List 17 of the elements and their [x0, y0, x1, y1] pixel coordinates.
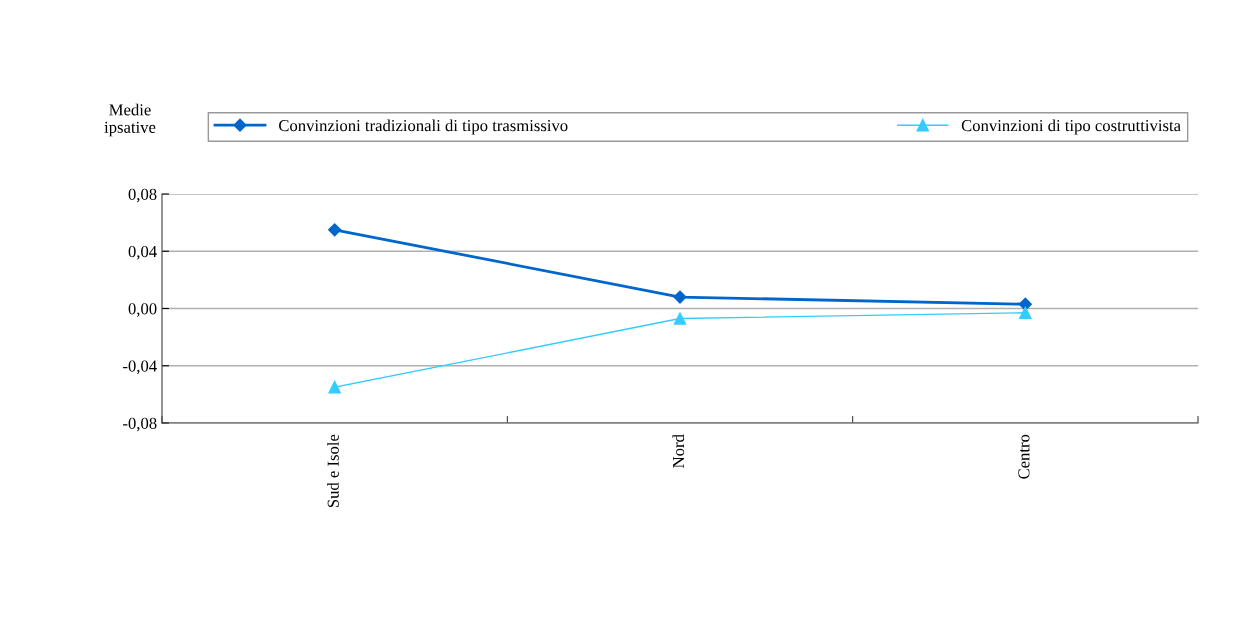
y-tick-label: 0,00	[128, 303, 157, 317]
point	[673, 290, 687, 304]
legend-label: Convinzioni tradizionali di tipo trasmissivo	[279, 119, 568, 135]
point	[673, 312, 687, 325]
y-tick-label: 0,04	[128, 245, 157, 260]
point	[328, 380, 341, 394]
point	[328, 223, 342, 237]
x-tick-label: Sud e Isole	[327, 434, 339, 508]
x-tick-label: Nord	[672, 434, 685, 468]
y-axis-title: Medie ipsative	[104, 103, 156, 137]
legend-label: Convinzioni di tipo costruttivista	[961, 119, 1181, 135]
point	[1018, 297, 1032, 311]
y-tick-label: -0,04	[123, 360, 157, 375]
y-tick-label: -0,08	[123, 417, 157, 432]
x-tick-label: Centro	[1018, 434, 1030, 479]
point	[1019, 306, 1032, 320]
y-tick-label: 0,08	[128, 188, 157, 203]
